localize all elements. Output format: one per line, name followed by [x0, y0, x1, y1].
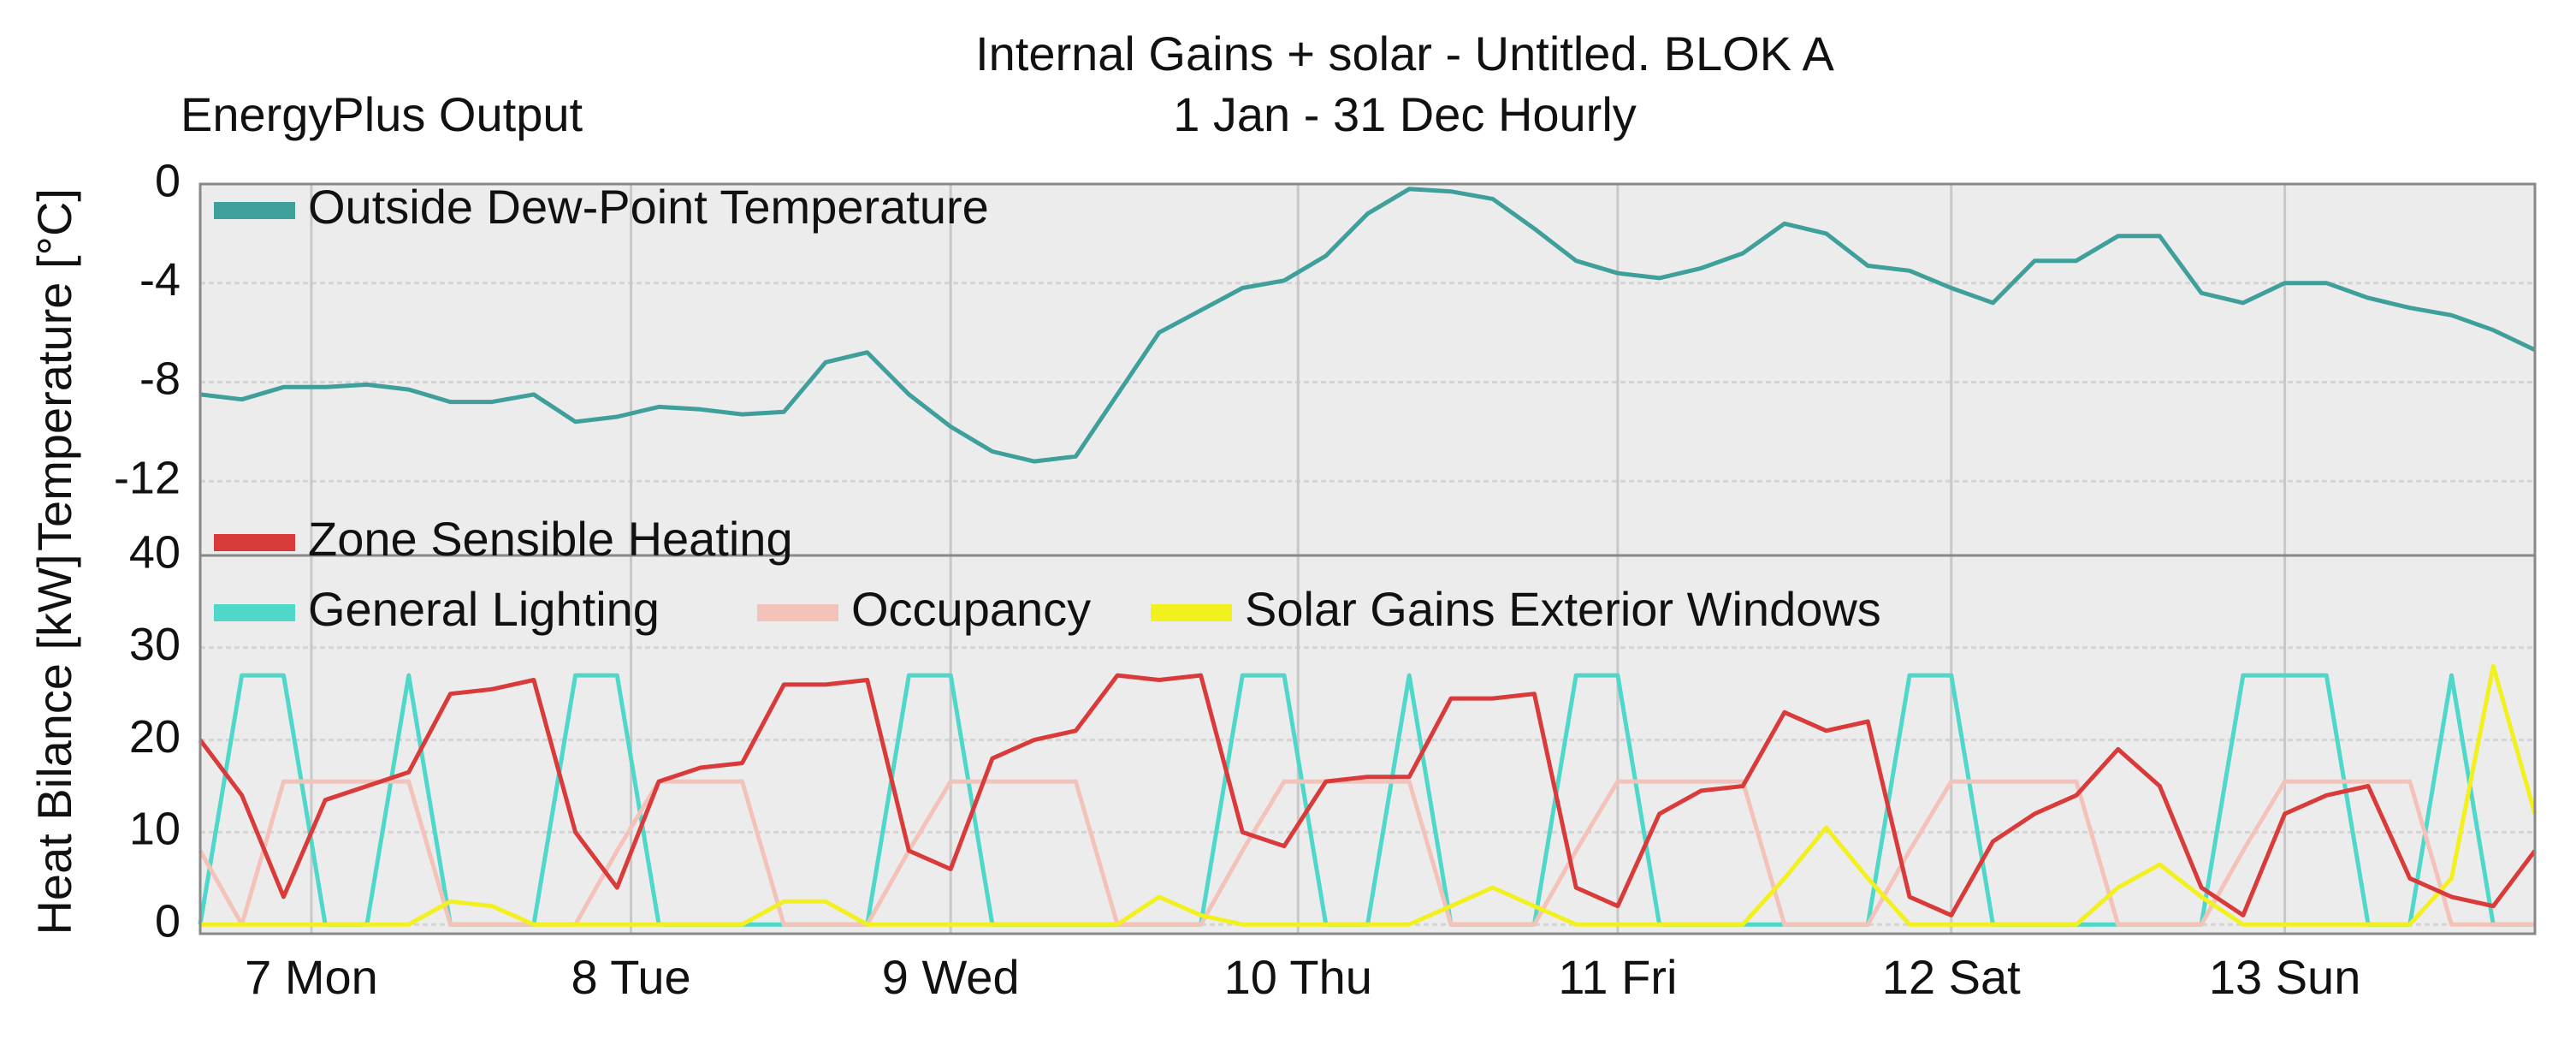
x-tick-label: 10 Thu — [1224, 950, 1372, 1004]
series-line — [200, 663, 2538, 927]
y-axis-label: Heat Bilance [kW] — [27, 554, 81, 935]
legend-swatch — [1151, 604, 1232, 621]
x-tick-label: 12 Sat — [1882, 950, 2021, 1004]
x-tick-label: 9 Wed — [882, 950, 1020, 1004]
y-tick-label: 30 — [129, 619, 181, 670]
y-axis-label: Temperature [°C] — [27, 188, 81, 551]
annotation: EnergyPlus Output — [181, 87, 583, 141]
y-tick-label: 20 — [129, 711, 181, 763]
y-tick-label: 0 — [155, 155, 181, 206]
legend-label: Zone Sensible Heating — [308, 512, 793, 566]
series-line — [199, 187, 2537, 464]
x-tick-label: 11 Fri — [1558, 950, 1677, 1004]
legend-label: Solar Gains Exterior Windows — [1245, 582, 1881, 636]
x-tick-label: 13 Sun — [2209, 950, 2361, 1004]
plot-background — [200, 184, 2535, 555]
legend-swatch — [214, 534, 295, 551]
legend-label: Outside Dew-Point Temperature — [308, 180, 989, 234]
series-line — [198, 779, 2535, 927]
y-tick-label: -12 — [114, 452, 181, 503]
legend-swatch — [214, 202, 295, 219]
legend-label: General Lighting — [308, 582, 660, 636]
legend-swatch — [757, 604, 838, 621]
y-tick-label: -8 — [139, 353, 181, 405]
legend-swatch — [214, 604, 295, 621]
plot-frame — [198, 554, 2537, 935]
x-tick-label: 7 Mon — [245, 950, 378, 1004]
chart-title: Internal Gains + solar - Untitled. BLOK … — [975, 27, 1834, 80]
chart-subtitle: 1 Jan - 31 Dec Hourly — [1173, 87, 1637, 141]
y-tick-label: 40 — [129, 526, 181, 578]
x-tick-label: 8 Tue — [571, 950, 691, 1004]
y-tick-label: -4 — [139, 254, 181, 306]
legend-label: Occupancy — [851, 582, 1091, 636]
series-line — [198, 673, 2537, 917]
y-tick-label: 0 — [155, 895, 181, 947]
y-tick-label: 10 — [129, 804, 181, 855]
